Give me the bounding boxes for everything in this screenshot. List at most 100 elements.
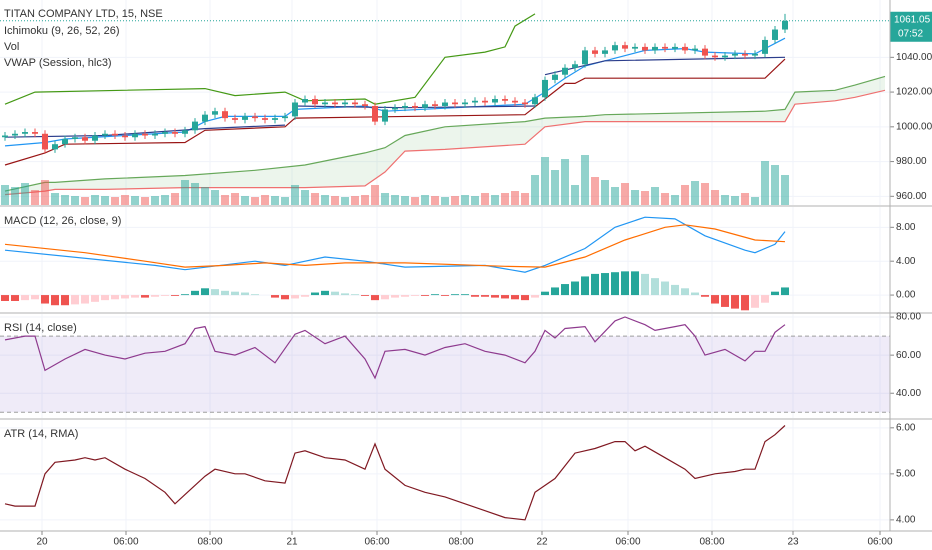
histogram-bar <box>1 295 9 301</box>
histogram-bar <box>721 295 729 307</box>
indicator-label: Ichimoku (9, 26, 52, 26) <box>4 25 120 37</box>
histogram-bar <box>181 294 189 296</box>
volume-bar <box>561 159 569 205</box>
candle-body <box>652 46 658 51</box>
volume-bar <box>361 195 369 205</box>
histogram-bar <box>431 294 439 296</box>
candle-body <box>612 45 618 51</box>
volume-bar <box>141 197 149 205</box>
volume-bar <box>151 196 159 205</box>
volume-bar <box>201 187 209 205</box>
histogram-bar <box>471 295 479 297</box>
volume-bar <box>131 196 139 205</box>
volume-bar <box>751 197 759 205</box>
volume-bar <box>661 193 669 205</box>
histogram-bar <box>61 295 69 306</box>
histogram-bar <box>711 295 719 304</box>
candle-body <box>562 67 568 75</box>
indicator-line <box>4 316 786 380</box>
histogram-bar <box>411 295 419 296</box>
candle-body <box>502 99 508 101</box>
histogram-bar <box>171 295 179 296</box>
candle-body <box>302 99 308 103</box>
histogram-bar <box>421 295 429 296</box>
volume-bar <box>491 195 499 205</box>
volume-bar <box>761 161 769 205</box>
histogram-bar <box>251 294 259 296</box>
volume-bar <box>571 185 579 205</box>
countdown-label: 07:52 <box>898 28 923 39</box>
volume-bar <box>91 195 99 205</box>
candle-body <box>682 46 688 51</box>
volume-bar <box>221 195 229 205</box>
candle-body <box>622 45 628 49</box>
candle-body <box>542 79 548 98</box>
volume-bar <box>181 180 189 205</box>
x-tick-label: 08:00 <box>699 537 724 548</box>
histogram-bar <box>291 295 299 299</box>
panel-title: RSI (14, close) <box>4 322 77 334</box>
candle-body <box>242 116 248 120</box>
histogram-bar <box>191 290 199 296</box>
volume-bar <box>61 195 69 205</box>
histogram-bar <box>301 295 309 297</box>
volume-bar <box>701 183 709 205</box>
candle-body <box>632 46 638 49</box>
volume-bar <box>431 196 439 205</box>
candle-body <box>642 46 648 51</box>
y-tick-label: 960.00 <box>896 191 927 202</box>
volume-bar <box>121 195 129 205</box>
y-tick-label: 4.00 <box>896 515 916 526</box>
histogram-bar <box>231 291 239 296</box>
candle-body <box>262 118 268 120</box>
candle-body <box>552 74 558 80</box>
volume-bar <box>691 181 699 205</box>
candle-body <box>192 121 198 131</box>
histogram-bar <box>601 273 609 296</box>
cloud-upper <box>4 75 886 192</box>
candle-body <box>672 46 678 49</box>
candle-body <box>432 104 438 106</box>
volume-bar <box>461 195 469 205</box>
volume-bar <box>421 195 429 205</box>
histogram-bar <box>131 295 139 298</box>
y-tick-label: 80.00 <box>896 312 921 323</box>
histogram-bar <box>51 295 59 306</box>
panel-title: MACD (12, 26, close, 9) <box>4 215 121 227</box>
x-tick-label: 20 <box>36 537 48 548</box>
volume-bar <box>521 193 529 205</box>
histogram-bar <box>501 295 509 299</box>
candle-body <box>712 55 718 58</box>
histogram-bar <box>741 295 749 311</box>
volume-bar <box>351 196 359 205</box>
candle-body <box>372 105 378 122</box>
panel-title: TITAN COMPANY LTD, 15, NSE <box>4 8 163 20</box>
histogram-bar <box>611 272 619 296</box>
volume-bar <box>381 193 389 205</box>
y-tick-label: 60.00 <box>896 350 921 361</box>
volume-bar <box>261 195 269 205</box>
candle-body <box>382 109 388 122</box>
histogram-bar <box>341 293 349 296</box>
volume-bar <box>471 196 479 205</box>
volume-bar <box>71 196 79 205</box>
candle-body <box>572 64 578 68</box>
candle-body <box>662 46 668 49</box>
histogram-bar <box>621 271 629 296</box>
volume-bar <box>771 165 779 205</box>
candle-body <box>512 100 518 103</box>
x-tick-label: 06:00 <box>615 537 640 548</box>
volume-bar <box>31 190 39 205</box>
candle-body <box>162 132 168 134</box>
indicator-label: VWAP (Session, hlc3) <box>4 57 112 69</box>
histogram-bar <box>391 295 399 298</box>
histogram-bar <box>441 295 449 296</box>
histogram-bar <box>591 273 599 296</box>
histogram-bar <box>241 292 249 296</box>
volume-bar <box>631 190 639 205</box>
candle-body <box>442 102 448 106</box>
volume-bar <box>601 180 609 205</box>
candle-body <box>252 116 258 119</box>
volume-bar <box>101 196 109 205</box>
